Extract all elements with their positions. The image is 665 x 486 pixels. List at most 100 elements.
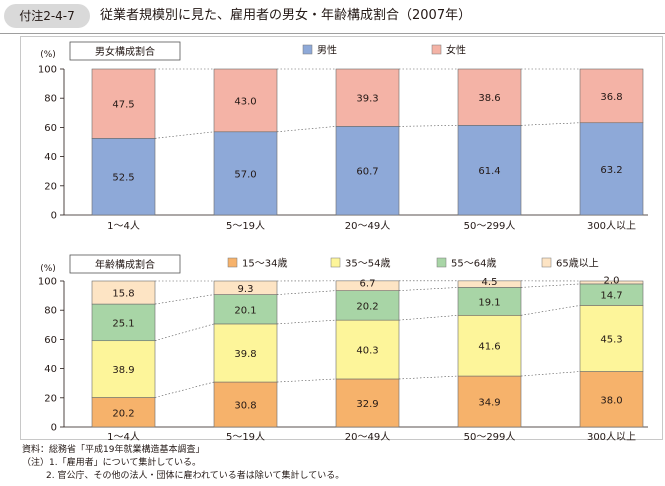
y-tick-label: 20 (44, 393, 57, 404)
bar-value-label: 63.2 (600, 165, 622, 176)
bar-segment (335, 68, 400, 127)
bar-segment (457, 68, 522, 126)
y-tick-label: 0 (51, 423, 57, 434)
connector-line (398, 125, 459, 127)
connector-line (276, 126, 337, 133)
y-axis-unit: (%) (40, 50, 56, 60)
bar-segment (579, 68, 644, 124)
bar-segment (91, 340, 156, 398)
legend-label: 男性 (317, 44, 337, 57)
legend-label: 15～34歳 (242, 258, 287, 270)
header-divider (0, 33, 665, 34)
connector-line (520, 371, 581, 377)
bar-value-label: 19.1 (478, 297, 500, 308)
legend-swatch (431, 44, 442, 55)
connector-line (520, 283, 581, 288)
bar-segment (213, 323, 278, 383)
figure-title: 従業者規模別に見た、雇用者の男女・年齢構成割合（2007年） (100, 8, 472, 23)
chart-title: 年齢構成割合 (95, 258, 155, 271)
category-label: 300人以上 (587, 220, 636, 232)
bar-segment (457, 280, 522, 288)
bar-segment (335, 280, 400, 291)
legend-swatch (330, 257, 341, 268)
y-axis-unit: (%) (40, 264, 56, 274)
bar-segment (457, 315, 522, 377)
y-tick-label: 0 (51, 211, 57, 222)
y-tick-label: 100 (38, 277, 57, 288)
category-label: 20～49人 (345, 431, 390, 443)
legend-label: 35～54歳 (345, 258, 390, 270)
y-tick-label: 80 (44, 94, 57, 105)
bar-value-label: 60.7 (356, 167, 378, 178)
footnote-1: （注）1.「雇用者」について集計している。 (22, 458, 202, 468)
legend-label: 55～64歳 (451, 258, 496, 270)
bar-segment (579, 371, 644, 428)
bar-value-label: 14.7 (600, 291, 622, 302)
bar-value-label: 38.9 (112, 365, 134, 376)
chart-title: 男女構成割合 (95, 45, 155, 58)
chart-title-box (69, 254, 181, 274)
bar-segment (457, 287, 522, 316)
category-label: 20～49人 (345, 220, 390, 232)
figure-number-tag: 付注2-4-7 (4, 4, 90, 28)
category-label: 50～299人 (464, 431, 516, 443)
bar-value-label: 61.4 (478, 166, 500, 177)
bar-segment (457, 125, 522, 216)
connector-line (154, 294, 215, 305)
bar-value-label: 6.7 (360, 279, 376, 290)
bar-value-label: 38.6 (478, 93, 500, 104)
bar-value-label: 2.0 (604, 275, 620, 286)
legend-label: 65歳以上 (556, 258, 599, 270)
bar-segment (213, 280, 278, 295)
connector-line (154, 381, 215, 398)
y-tick-label: 60 (44, 123, 57, 134)
y-tick-label: 100 (38, 65, 57, 76)
bar-value-label: 25.1 (112, 318, 134, 329)
bar-value-label: 41.6 (478, 342, 500, 353)
category-label: 5～19人 (226, 220, 265, 232)
bar-value-label: 20.2 (356, 301, 378, 312)
legend-swatch (227, 257, 238, 268)
chart-title-box (69, 41, 181, 61)
bar-value-label: 47.5 (112, 100, 134, 111)
bar-value-label: 20.2 (112, 408, 134, 419)
figure-header: 付注2-4-7 従業者規模別に見た、雇用者の男女・年齢構成割合（2007年） (0, 0, 665, 34)
bar-value-label: 34.9 (478, 398, 500, 409)
connector-line (276, 319, 337, 325)
bar-segment (213, 68, 278, 133)
footnote-2: 2. 官公庁、その他の法人・団体に雇われている者は除いて集計している。 (46, 471, 345, 481)
connector-line (154, 323, 215, 342)
bar-value-label: 57.0 (234, 169, 256, 180)
bar-segment (335, 319, 400, 380)
bar-value-label: 38.0 (600, 395, 622, 406)
category-label: 50～299人 (464, 220, 516, 232)
y-tick-label: 40 (44, 152, 57, 163)
bar-segment (579, 280, 644, 285)
category-label: 1～4人 (107, 431, 140, 443)
bar-segment (579, 122, 644, 216)
connector-line (398, 315, 459, 321)
bar-value-label: 40.3 (356, 346, 378, 357)
category-label: 5～19人 (226, 431, 265, 443)
y-tick-label: 60 (44, 335, 57, 346)
connector-line (398, 287, 459, 291)
connector-line (520, 305, 581, 316)
bar-segment (213, 131, 278, 216)
bar-segment (91, 68, 156, 139)
category-label: 1～4人 (107, 220, 140, 232)
bar-segment (579, 305, 644, 372)
bar-value-label: 9.3 (238, 284, 254, 295)
category-label: 300人以上 (587, 431, 636, 443)
y-tick-label: 20 (44, 181, 57, 192)
bar-segment (91, 397, 156, 428)
connector-line (276, 378, 337, 383)
bar-value-label: 43.0 (234, 96, 256, 107)
bar-segment (213, 381, 278, 428)
legend-swatch (541, 257, 552, 268)
legend-swatch (302, 44, 313, 55)
bar-value-label: 52.5 (112, 173, 134, 184)
bar-value-label: 39.8 (234, 349, 256, 360)
connector-line (276, 290, 337, 295)
bar-value-label: 36.8 (600, 92, 622, 103)
bar-segment (457, 375, 522, 428)
